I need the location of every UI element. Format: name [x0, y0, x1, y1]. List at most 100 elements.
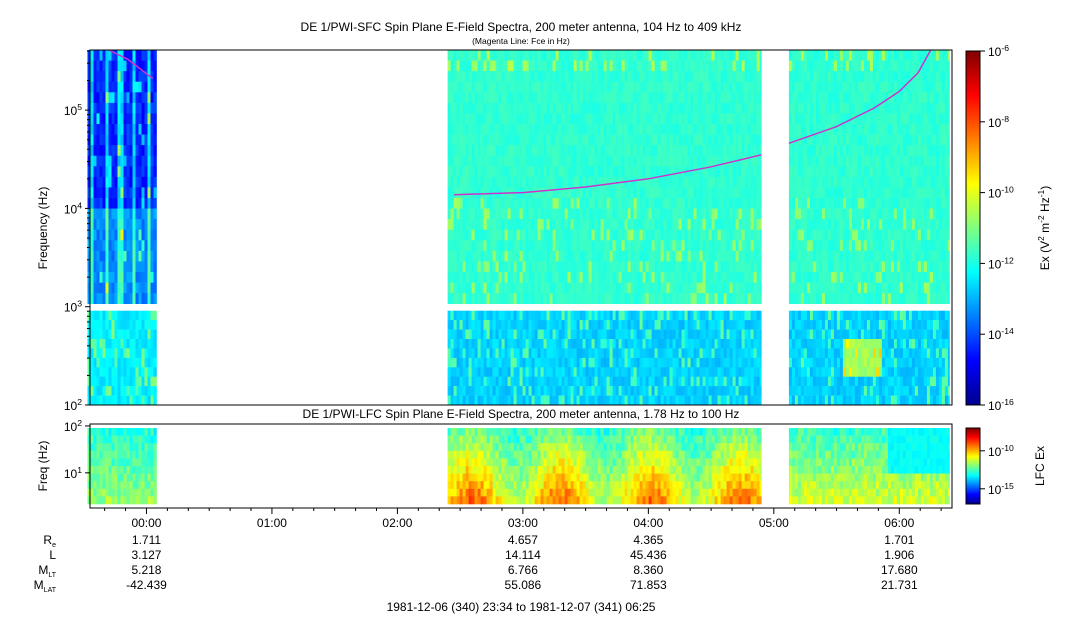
sfc-cell: [474, 272, 478, 283]
sfc-cell: [633, 348, 637, 359]
sfc-cell: [90, 198, 94, 209]
sfc-cell: [504, 376, 508, 387]
sfc-cell: [534, 357, 538, 368]
sfc-cell: [561, 92, 565, 104]
sfc-cell: [684, 71, 688, 82]
sfc-cell: [507, 166, 511, 178]
sfc-cell: [534, 272, 538, 283]
sfc-cell: [600, 145, 604, 156]
sfc-cell: [735, 386, 739, 396]
sfc-cell: [809, 166, 814, 178]
sfc-cell: [636, 176, 640, 188]
sfc-cell: [528, 282, 532, 294]
sfc-cell: [558, 166, 562, 178]
sfc-cell: [815, 60, 820, 72]
sfc-cell: [108, 376, 112, 387]
sfc-cell: [609, 166, 613, 178]
sfc-cell: [627, 166, 631, 178]
sfc-cell: [714, 155, 718, 167]
sfc-cell: [537, 166, 541, 178]
sfc-cell: [483, 134, 487, 146]
sfc-cell: [830, 113, 835, 125]
sfc-cell: [708, 348, 712, 359]
sfc-cell: [117, 367, 121, 377]
sfc-cell: [453, 198, 457, 209]
sfc-cell: [567, 81, 571, 93]
sfc-cell: [720, 208, 724, 220]
sfc-cell: [639, 71, 643, 82]
sfc-cell: [99, 229, 103, 241]
sfc-cell: [459, 198, 463, 209]
sfc-cell: [468, 261, 472, 273]
sfc-cell: [147, 320, 151, 330]
sfc-cell: [693, 176, 697, 188]
sfc-cell: [102, 240, 106, 252]
sfc-cell: [117, 166, 121, 178]
sfc-cell: [836, 145, 841, 156]
sfc-cell: [618, 92, 622, 104]
sfc-cell: [645, 166, 649, 178]
sfc-cell: [96, 272, 100, 283]
sfc-cell: [818, 229, 823, 241]
sfc-cell: [456, 166, 460, 178]
sfc-cell: [96, 240, 100, 252]
sfc-cell: [794, 261, 799, 273]
sfc-cell: [693, 71, 697, 82]
sfc-cell: [684, 187, 688, 199]
sfc-cell: [540, 329, 544, 340]
sfc-cell: [498, 92, 502, 104]
sfc-cell: [756, 339, 760, 349]
sfc-cell: [141, 102, 145, 114]
sfc-cell: [660, 272, 664, 283]
sfc-cell: [612, 293, 616, 304]
sfc-cell: [606, 124, 610, 135]
sfc-cell: [615, 208, 619, 220]
sfc-cell: [833, 219, 838, 230]
sfc-cell: [702, 219, 706, 230]
sfc-cell: [717, 219, 721, 230]
sfc-cell: [153, 229, 157, 241]
sfc-cell: [108, 367, 112, 377]
sfc-cell: [723, 102, 727, 114]
sfc-cell: [669, 208, 673, 220]
sfc-cell: [815, 50, 820, 61]
sfc-cell: [648, 293, 652, 304]
sfc-cell: [821, 357, 826, 368]
sfc-cell: [827, 376, 832, 387]
sfc-cell: [836, 282, 841, 294]
sfc-cell: [839, 261, 844, 273]
sfc-cell: [642, 250, 646, 262]
sfc-cell: [830, 71, 835, 82]
sfc-cell: [726, 92, 730, 104]
sfc-cell: [546, 176, 550, 188]
sfc-cell: [450, 155, 454, 167]
sfc-cell: [732, 71, 736, 82]
sfc-cell: [498, 166, 502, 178]
sfc-cell: [791, 293, 796, 304]
sfc-cell: [90, 282, 94, 294]
sfc-cell: [788, 198, 793, 209]
sfc-cell: [639, 102, 643, 114]
sfc-cell: [741, 60, 745, 72]
sfc-cell: [615, 329, 619, 340]
sfc-cell: [660, 250, 664, 262]
sfc-cell: [821, 229, 826, 241]
sfc-cell: [678, 357, 682, 368]
sfc-cell: [123, 198, 127, 209]
sfc-cell: [699, 229, 703, 241]
sfc-cell: [788, 81, 793, 93]
sfc-cell: [711, 134, 715, 146]
sfc-cell: [87, 71, 91, 82]
sfc-cell: [812, 124, 817, 135]
sfc-cell: [543, 198, 547, 209]
sfc-cell: [465, 386, 469, 396]
sfc-cell: [729, 250, 733, 262]
sfc-cell: [474, 310, 478, 321]
sfc-cell: [141, 92, 145, 104]
sfc-cell: [531, 339, 535, 349]
sfc-cell: [732, 229, 736, 241]
sfc-cell: [501, 134, 505, 146]
sfc-cell: [693, 187, 697, 199]
sfc-cell: [450, 198, 454, 209]
sfc-cell: [735, 176, 739, 188]
